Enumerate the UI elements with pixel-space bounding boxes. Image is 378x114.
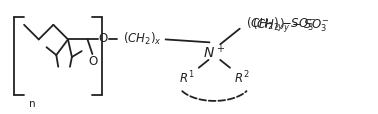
Text: $-SO_3^{-}$: $-SO_3^{-}$	[281, 16, 316, 33]
Text: $N^+$: $N^+$	[203, 44, 226, 61]
Text: $(CH_2)_y-SO_3^{\minus}$: $(CH_2)_y-SO_3^{\minus}$	[252, 17, 329, 34]
Text: O: O	[89, 55, 98, 68]
Text: O: O	[99, 32, 108, 45]
Text: $(CH_2)_y$: $(CH_2)_y$	[246, 16, 285, 34]
Text: $R^2$: $R^2$	[234, 70, 249, 86]
Text: $R^1$: $R^1$	[179, 70, 195, 86]
Text: n: n	[29, 98, 35, 108]
Text: $(CH_2)_x$: $(CH_2)_x$	[123, 30, 161, 46]
